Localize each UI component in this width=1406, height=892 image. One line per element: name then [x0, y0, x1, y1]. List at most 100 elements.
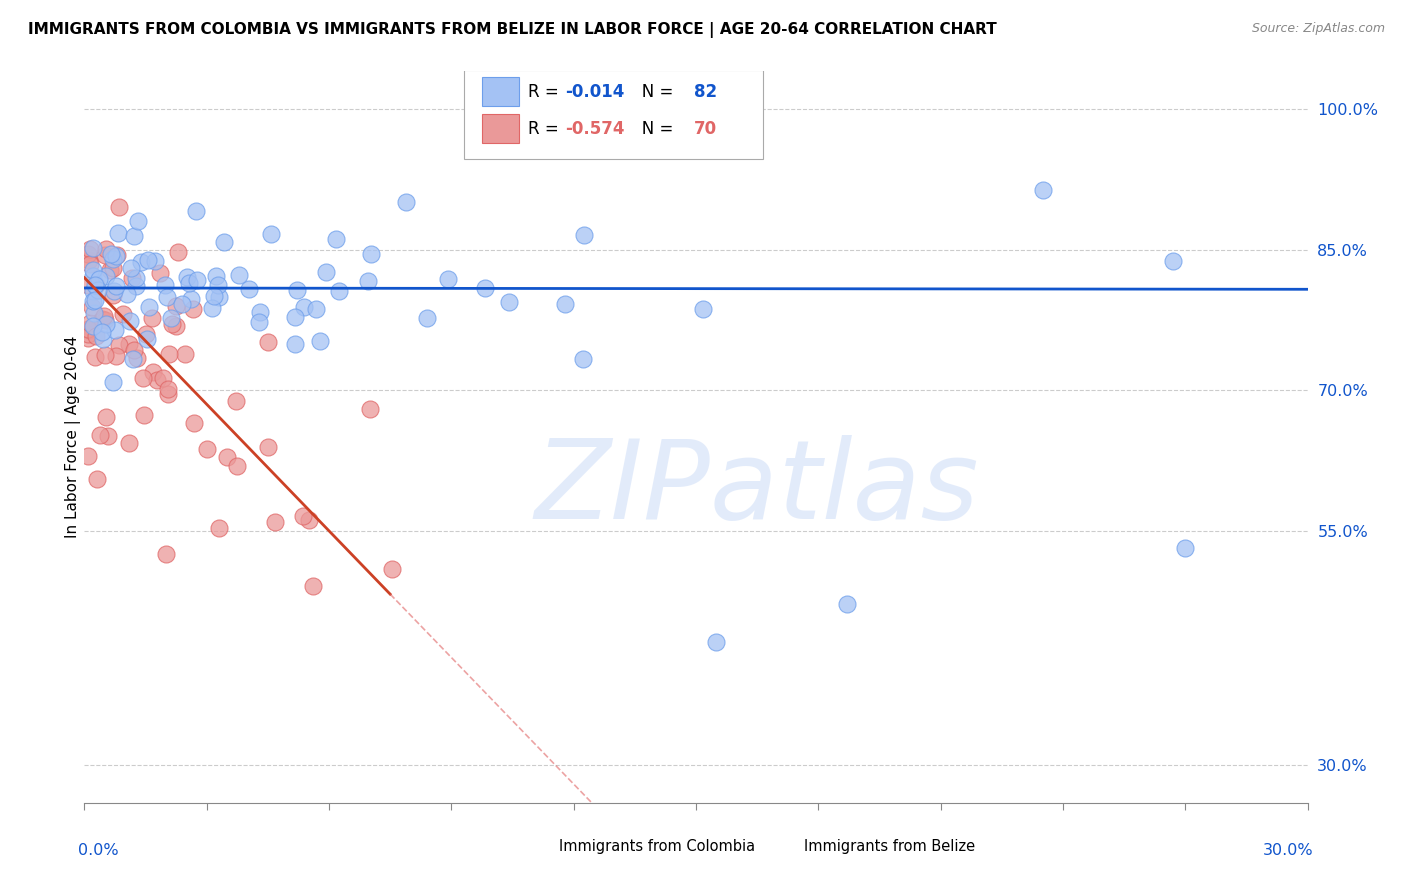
Point [103, 284, 125, 298]
Point [302, 579, 325, 593]
Point [381, 562, 404, 576]
Point [118, 314, 141, 328]
Point [94, 242, 117, 256]
Point [82, 268, 104, 283]
Point [83, 306, 105, 320]
Point [103, 252, 125, 267]
Point [80, 300, 103, 314]
Point [122, 343, 145, 357]
Point [204, 268, 226, 283]
Text: R =: R = [529, 120, 564, 137]
Point [692, 301, 714, 316]
Point [77, 247, 100, 261]
Point [179, 276, 201, 290]
Text: Immigrants from Belize: Immigrants from Belize [804, 839, 974, 855]
Point [79, 243, 101, 257]
Point [292, 300, 315, 314]
Point [165, 299, 187, 313]
Point [149, 266, 172, 280]
Point [207, 278, 229, 293]
Point [835, 597, 858, 611]
Point [285, 283, 308, 297]
Point [79, 316, 101, 330]
Point [90, 326, 112, 340]
Text: Immigrants from Colombia: Immigrants from Colombia [560, 839, 755, 855]
Point [284, 310, 307, 324]
Point [84, 293, 107, 307]
Point [87, 272, 110, 286]
Point [181, 301, 204, 316]
Point [94, 268, 117, 283]
Point [100, 247, 122, 261]
Point [86, 283, 108, 297]
Point [121, 270, 143, 285]
Point [77, 278, 100, 293]
Point [122, 229, 145, 244]
Point [86, 472, 108, 486]
Point [94, 410, 117, 425]
Point [360, 246, 382, 260]
Point [115, 287, 138, 301]
Point [77, 322, 100, 336]
Point [359, 401, 381, 416]
Point [129, 255, 152, 269]
Point [77, 331, 100, 345]
Point [167, 245, 190, 260]
Point [125, 271, 148, 285]
Point [291, 509, 314, 524]
Point [228, 268, 250, 282]
Point [184, 203, 207, 218]
Point [264, 516, 287, 530]
Point [94, 248, 117, 262]
Point [84, 350, 107, 364]
Point [174, 346, 197, 360]
Point [94, 312, 117, 326]
Text: 0.0%: 0.0% [79, 843, 120, 858]
Point [136, 332, 159, 346]
Point [120, 260, 142, 275]
Point [156, 383, 179, 397]
Point [100, 263, 122, 277]
Point [89, 428, 111, 442]
Point [160, 310, 183, 325]
Text: -0.574: -0.574 [565, 120, 624, 137]
Point [170, 297, 193, 311]
Point [111, 307, 134, 321]
Point [94, 348, 117, 362]
Point [225, 394, 247, 409]
Point [595, 97, 617, 112]
Point [195, 442, 218, 456]
Point [108, 200, 131, 214]
Point [122, 352, 145, 367]
Point [84, 277, 107, 292]
Point [176, 270, 198, 285]
FancyBboxPatch shape [482, 114, 519, 144]
Point [217, 450, 239, 464]
Point [105, 248, 128, 262]
Point [141, 310, 163, 325]
Point [84, 277, 107, 292]
Point [135, 326, 157, 341]
Point [91, 312, 114, 326]
Point [104, 323, 127, 337]
Point [357, 274, 380, 288]
Point [416, 311, 439, 326]
Point [1174, 541, 1197, 555]
Point [77, 326, 100, 341]
Text: 70: 70 [693, 120, 717, 137]
Point [554, 297, 576, 311]
Point [257, 440, 280, 454]
Point [127, 214, 149, 228]
Text: IMMIGRANTS FROM COLOMBIA VS IMMIGRANTS FROM BELIZE IN LABOR FORCE | AGE 20-64 CO: IMMIGRANTS FROM COLOMBIA VS IMMIGRANTS F… [28, 22, 997, 38]
Point [105, 249, 128, 263]
Point [225, 458, 247, 473]
Point [104, 279, 127, 293]
Text: N =: N = [626, 83, 679, 101]
Point [395, 194, 418, 209]
Point [94, 317, 117, 331]
Point [201, 301, 224, 315]
Point [328, 284, 350, 298]
Point [79, 257, 101, 271]
Point [107, 226, 129, 240]
Point [325, 232, 347, 246]
